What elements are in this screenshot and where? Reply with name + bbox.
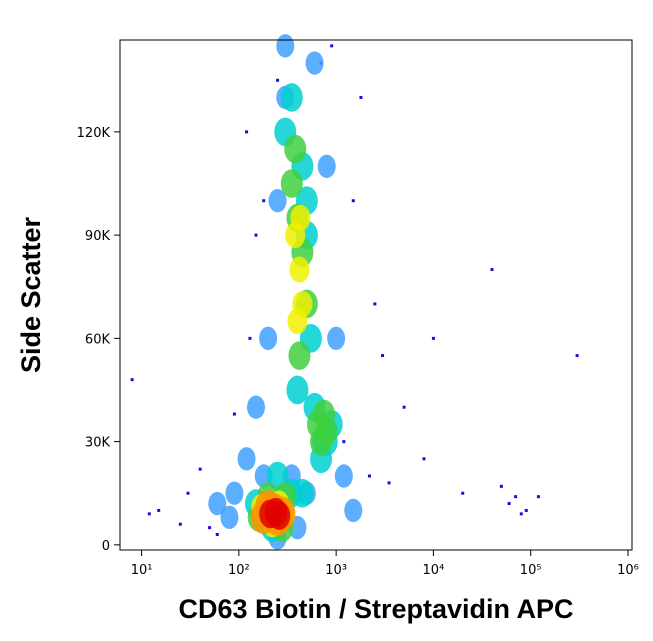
point bbox=[288, 341, 311, 370]
point bbox=[490, 268, 494, 272]
point bbox=[514, 495, 518, 499]
point bbox=[290, 204, 311, 231]
x-tick-label: 10² bbox=[228, 563, 250, 578]
point bbox=[215, 533, 219, 537]
point bbox=[232, 412, 236, 416]
point bbox=[381, 354, 385, 358]
point bbox=[461, 491, 465, 495]
x-tick-label: 10⁶ bbox=[617, 563, 639, 578]
point bbox=[342, 440, 346, 444]
point bbox=[178, 522, 182, 526]
y-tick-label: 120K bbox=[77, 126, 111, 141]
point bbox=[130, 378, 134, 382]
y-tick-label: 0 bbox=[102, 539, 110, 554]
point bbox=[312, 399, 335, 429]
point bbox=[208, 526, 212, 530]
point bbox=[373, 302, 377, 306]
point bbox=[327, 326, 346, 351]
point bbox=[422, 457, 426, 461]
point bbox=[286, 375, 309, 405]
x-tick-label: 10⁵ bbox=[520, 563, 542, 578]
point bbox=[262, 199, 266, 203]
point bbox=[359, 95, 363, 99]
point bbox=[499, 484, 503, 488]
point bbox=[334, 464, 353, 488]
point bbox=[157, 508, 161, 512]
point bbox=[289, 256, 310, 283]
point bbox=[284, 134, 307, 164]
y-tick-label: 60K bbox=[85, 332, 111, 347]
x-tick-label: 10¹ bbox=[131, 563, 153, 578]
y-axis-title: Side Scatter bbox=[16, 216, 46, 373]
point bbox=[507, 502, 511, 506]
plot-frame bbox=[119, 39, 633, 551]
x-tick-label: 10⁴ bbox=[423, 563, 445, 578]
point bbox=[280, 83, 303, 112]
point bbox=[147, 512, 151, 516]
point bbox=[431, 336, 435, 340]
point bbox=[248, 336, 252, 340]
point bbox=[287, 308, 308, 335]
point bbox=[208, 491, 227, 516]
point bbox=[317, 154, 336, 178]
point bbox=[246, 395, 265, 419]
point bbox=[225, 481, 244, 505]
point bbox=[245, 130, 249, 134]
point bbox=[344, 498, 363, 523]
point bbox=[276, 34, 295, 58]
y-tick-label: 30K bbox=[85, 436, 111, 451]
point bbox=[536, 495, 540, 499]
point bbox=[268, 189, 287, 213]
x-axis-title: CD63 Biotin / Streptavidin APC bbox=[178, 594, 573, 624]
x-tick-label: 10³ bbox=[325, 563, 347, 578]
point bbox=[402, 405, 406, 409]
point bbox=[387, 481, 391, 485]
point bbox=[291, 478, 314, 508]
point bbox=[367, 474, 371, 478]
y-tick-label: 90K bbox=[85, 229, 111, 244]
point bbox=[254, 233, 258, 237]
point bbox=[259, 326, 278, 351]
plot-area bbox=[130, 34, 579, 550]
point bbox=[276, 78, 280, 82]
point bbox=[268, 501, 291, 530]
point bbox=[305, 51, 324, 75]
point bbox=[351, 199, 355, 203]
point bbox=[524, 508, 528, 512]
point bbox=[280, 169, 303, 198]
point bbox=[519, 512, 523, 516]
point bbox=[186, 491, 190, 495]
point bbox=[575, 354, 579, 358]
point bbox=[220, 505, 239, 530]
point bbox=[237, 447, 256, 471]
point bbox=[198, 467, 202, 471]
point bbox=[330, 44, 334, 48]
